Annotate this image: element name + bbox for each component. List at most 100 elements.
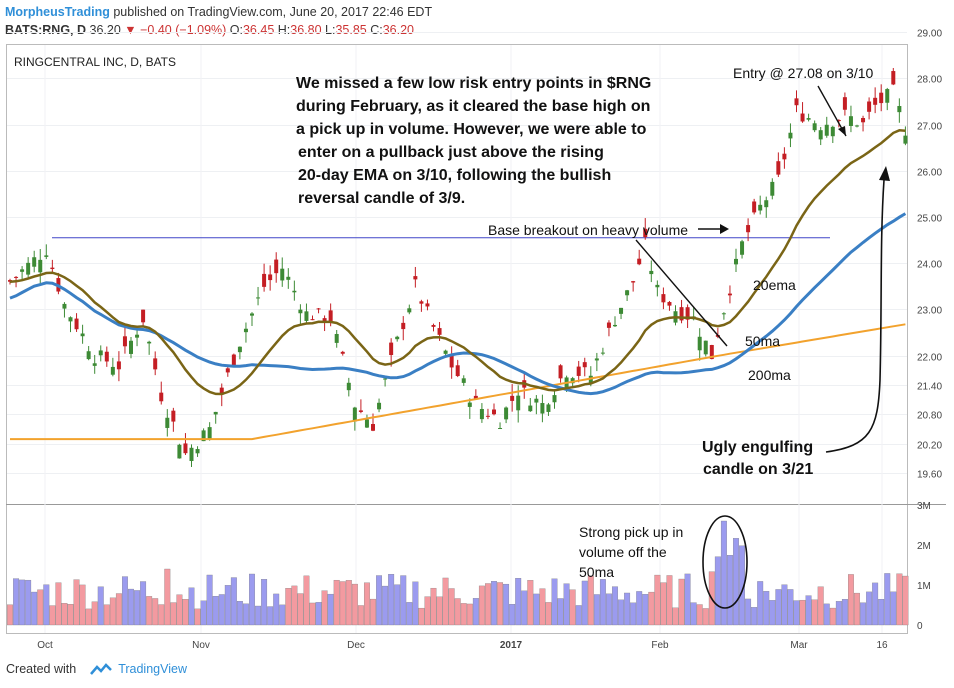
candle-body	[443, 350, 448, 354]
volume-bar	[333, 579, 340, 626]
candle-body	[455, 365, 460, 377]
footer: Created with TradingView	[6, 662, 187, 676]
candle-body	[153, 358, 158, 370]
volume-bar	[315, 602, 322, 626]
chart-header: MorpheusTrading published on TradingView…	[5, 3, 432, 39]
volume-bar	[406, 602, 413, 626]
volume-bar	[823, 603, 830, 626]
volume-bar	[527, 580, 534, 626]
price-tick-label: 27.00	[917, 122, 942, 133]
price-tick-label: 25.00	[917, 214, 942, 225]
price-tick-label: 23.00	[917, 306, 942, 317]
candle-body	[848, 116, 853, 126]
candle-body	[528, 405, 533, 412]
volume-bar	[757, 581, 764, 626]
candle-body	[485, 415, 490, 417]
candle-body	[425, 303, 430, 307]
volume-bar	[454, 598, 461, 626]
volume-bar	[533, 593, 540, 626]
volume-bar	[751, 607, 758, 626]
volume-bar	[714, 556, 721, 626]
time-tick-label: Dec	[347, 640, 365, 651]
candle-body	[504, 407, 509, 420]
candle-body	[20, 269, 25, 272]
volume-bar	[218, 594, 225, 626]
candle-body	[389, 342, 394, 356]
candle-body	[570, 378, 575, 384]
candle-body	[764, 200, 769, 208]
volume-bar	[521, 590, 528, 626]
volume-bar	[654, 574, 661, 626]
volume-bar	[690, 602, 697, 626]
candle-body	[201, 430, 206, 442]
candle-body	[842, 97, 847, 110]
ma200-line	[10, 323, 906, 441]
candle-body	[855, 125, 859, 127]
candle-body	[32, 257, 37, 267]
volume-note-2: volume off the	[579, 544, 667, 560]
volume-bar	[25, 579, 32, 626]
volume-bar	[442, 577, 449, 626]
candle-body	[703, 340, 708, 355]
candle-body	[903, 135, 908, 144]
volume-bar	[563, 583, 570, 626]
candle-body	[316, 308, 321, 310]
time-tick-label: Nov	[192, 640, 210, 651]
time-tick-label: Feb	[651, 640, 669, 651]
candle-body	[358, 410, 363, 412]
candle-body	[758, 204, 763, 211]
candle-body	[679, 307, 684, 321]
volume-bar	[7, 604, 13, 626]
tradingview-link[interactable]: TradingView	[118, 662, 187, 676]
candle-body	[461, 378, 466, 383]
volume-bar	[67, 604, 74, 626]
volume-bar	[13, 578, 19, 626]
volume-note-1: Strong pick up in	[579, 524, 683, 540]
volume-bar	[382, 585, 389, 626]
time-tick-label: Mar	[790, 640, 808, 651]
candle-body	[449, 355, 454, 368]
candle-body	[613, 324, 617, 327]
volume-bar	[267, 606, 274, 626]
volume-bar	[188, 587, 195, 626]
candle-body	[352, 407, 357, 422]
volume-bar	[884, 573, 891, 626]
base-arrowhead	[720, 224, 729, 234]
volume-bar	[370, 598, 376, 626]
volume-bar	[109, 597, 116, 626]
candle-body	[110, 366, 115, 375]
candle-body	[734, 258, 738, 265]
author-link[interactable]: MorpheusTrading	[5, 5, 110, 19]
ugly-candle-arrow	[825, 179, 885, 453]
volume-axis: 3M 2M 1M 0	[917, 501, 931, 632]
volume-tick-label: 1M	[917, 581, 931, 592]
candle-body	[437, 328, 442, 335]
candle-body	[122, 336, 127, 347]
tradingview-logo-icon	[90, 663, 113, 675]
candle-body	[74, 318, 79, 330]
volume-tick-label: 3M	[917, 501, 931, 512]
open-value: 36.45	[242, 23, 275, 37]
candle-body	[752, 201, 757, 213]
candle-body	[407, 308, 412, 313]
volume-bar	[478, 585, 485, 626]
volume-bar	[73, 579, 80, 626]
candle-body	[818, 130, 823, 140]
candle-body	[685, 307, 690, 320]
candle-body	[183, 443, 188, 454]
candle-body	[231, 354, 236, 366]
candle-body	[310, 319, 315, 321]
volume-bar	[727, 555, 733, 626]
candle-body	[292, 290, 297, 293]
volume-bar	[606, 593, 612, 626]
volume-bar	[841, 599, 848, 626]
candle-body	[413, 276, 418, 280]
volume-bar	[55, 582, 62, 626]
volume-annotation: Strong pick up in volume off the 50ma	[579, 524, 683, 580]
volume-bar	[261, 579, 268, 626]
candle-body	[582, 362, 587, 368]
volume-bar	[769, 600, 776, 626]
ema20-label: 20ema	[753, 277, 796, 293]
candle-body	[552, 395, 557, 403]
